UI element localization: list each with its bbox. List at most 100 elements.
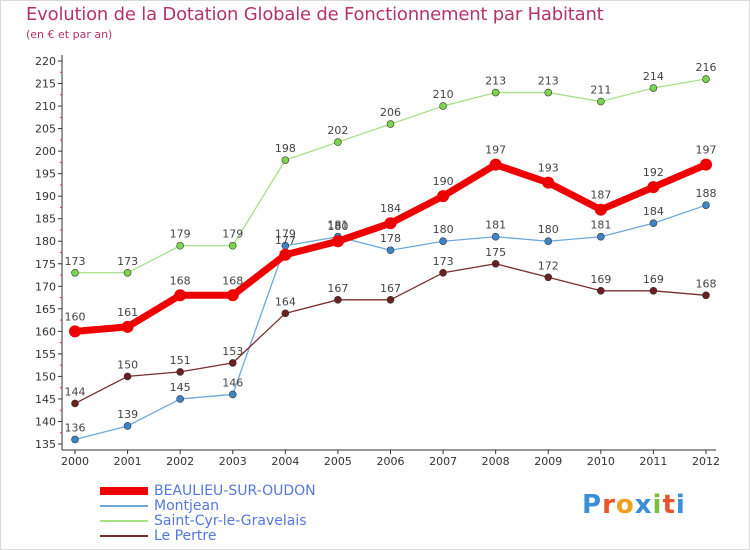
data-point [228,359,237,367]
x-tick-label: 2003 [219,455,247,468]
data-point [437,190,450,203]
data-point [334,296,342,304]
data-label: 193 [538,162,559,175]
legend-label: Le Pertre [154,528,217,544]
data-point [544,88,553,97]
data-point [439,268,447,277]
data-label: 175 [485,246,506,259]
data-label: 145 [170,381,191,394]
logo-letter: o [615,490,635,520]
data-label: 181 [485,219,506,232]
data-point [491,259,500,268]
data-point [334,138,342,146]
data-label: 161 [117,306,138,319]
logo-letter: i [675,490,686,520]
logo-letter: x [634,490,653,520]
legend-swatch [100,520,148,522]
data-point [649,286,658,295]
line-chart: 135 140 145 150 155 160 165 170 175 180 185 190 195 2… [35,55,720,468]
data-label: 184 [380,202,401,215]
y-tick-label: 145 [35,393,56,406]
logo-letter: P [582,490,603,520]
data-label: 139 [117,408,138,421]
y-tick-label: 215 [35,78,56,91]
data-point [279,248,292,261]
y-tick-label: 195 [35,168,56,181]
proxiti-logo: Proxiti [582,490,686,520]
y-tick-label: 170 [35,280,56,293]
data-point [123,422,132,430]
legend-label: BEAULIEU-SUR-OUDON [154,483,316,499]
y-tick-label: 220 [35,55,56,68]
data-label: 179 [222,228,243,241]
data-point [700,158,712,171]
data-label: 167 [380,282,401,295]
data-label: 168 [170,274,191,287]
y-tick-label: 175 [35,258,56,271]
data-point [489,158,502,171]
data-label: 180 [327,220,348,233]
data-label: 206 [380,106,401,119]
data-label: 160 [65,310,86,323]
data-point [544,273,553,282]
data-point [228,241,237,250]
data-label: 169 [590,273,611,286]
data-label: 169 [643,273,664,286]
data-point [71,399,79,408]
legend-swatch [100,487,148,495]
data-point [439,237,447,246]
data-point [281,309,290,318]
data-point [649,84,658,92]
y-tick-label: 190 [35,190,56,203]
y-tick-label: 160 [35,325,56,338]
y-tick-label: 185 [35,213,56,226]
logo-letter: i [652,490,663,520]
data-label: 168 [696,277,717,290]
data-label: 202 [327,124,348,137]
data-label: 210 [433,88,454,101]
data-label: 188 [696,187,717,200]
data-label: 197 [696,144,717,157]
data-label: 173 [433,255,454,268]
data-point [702,75,710,83]
y-tick-label: 180 [35,235,56,248]
data-point [702,201,710,209]
data-label: 144 [65,385,86,398]
data-point [176,368,184,376]
x-tick-label: 2001 [114,455,142,468]
data-point [281,156,290,164]
x-tick-label: 2002 [166,455,194,468]
data-label: 214 [643,70,664,83]
x-tick-label: 2007 [429,455,457,468]
data-label: 192 [643,166,664,179]
data-label: 167 [327,282,348,295]
data-point [544,237,553,246]
data-label: 136 [65,421,86,434]
data-label: 179 [275,228,296,241]
data-point [228,390,237,399]
data-point [331,235,344,248]
x-tick-label: 2009 [534,455,562,468]
y-tick-label: 165 [35,303,56,316]
data-label: 150 [117,358,138,371]
data-label: 187 [590,189,611,202]
data-label: 164 [275,295,296,308]
data-point [386,120,395,128]
data-label: 213 [538,75,559,88]
data-label: 198 [275,142,296,155]
data-label: 179 [170,228,191,241]
data-point [384,217,397,230]
data-label: 168 [222,274,243,287]
data-point [226,289,239,302]
data-point [176,241,184,250]
data-point [386,246,395,255]
data-point [649,219,658,228]
data-point [702,291,710,300]
x-tick-label: 2010 [587,455,615,468]
data-point [597,286,605,295]
data-label: 190 [433,175,454,188]
y-tick-label: 150 [35,370,56,383]
data-label: 151 [170,354,191,367]
y-tick-label: 205 [35,123,56,136]
data-label: 216 [696,61,717,74]
